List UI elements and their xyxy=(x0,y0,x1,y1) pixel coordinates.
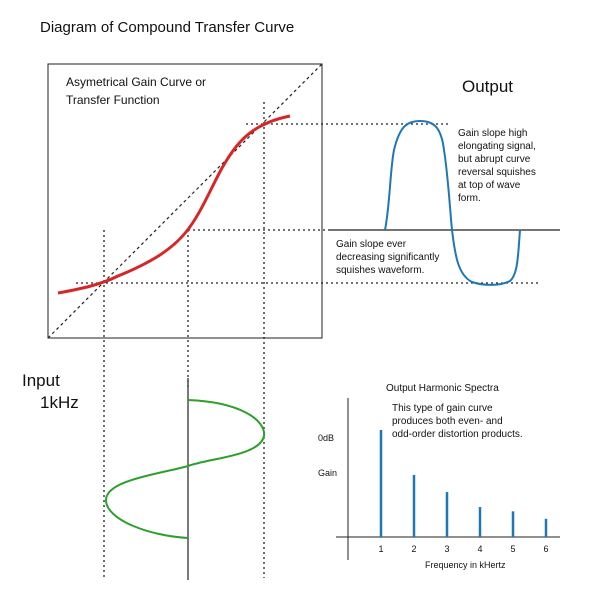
spectra-tick-labels: 1 2 3 4 5 6 xyxy=(378,544,548,554)
spectra-bars xyxy=(379,430,548,537)
spectra-y-label-gain: Gain xyxy=(318,468,337,478)
transfer-curve xyxy=(57,114,291,295)
spectra-tick-label-2: 2 xyxy=(411,544,416,554)
output-note-top-line-3: but abrupt curve xyxy=(458,154,531,165)
unity-gain-diagonal xyxy=(47,63,323,339)
spectra-tick-label-5: 5 xyxy=(510,544,515,554)
output-note-top-line-4: reversal squishes xyxy=(458,167,536,178)
spectra-tick-label-3: 3 xyxy=(444,544,449,554)
spectra-note-line-2: produces both even- and xyxy=(392,416,503,427)
spectra-y-label-0db: 0dB xyxy=(318,433,334,443)
output-note-mid-line-2: decreasing significantly xyxy=(336,252,439,263)
transfer-function-frame xyxy=(47,63,323,339)
output-label: Output xyxy=(462,77,513,96)
output-note-top-line-5: at top of wave xyxy=(458,180,521,191)
spectra-tick-label-4: 4 xyxy=(477,544,482,554)
gain-curve-label-line-2: Transfer Function xyxy=(66,93,160,107)
spectra-note-line-3: odd-order distortion products. xyxy=(392,429,523,440)
input-label-line-1: Input xyxy=(22,371,60,390)
guide-lines xyxy=(76,102,540,578)
input-label-line-2: 1kHz xyxy=(40,393,79,412)
input-sine-wave xyxy=(104,399,266,539)
output-waveform xyxy=(384,119,521,286)
output-note-mid-line-1: Gain slope ever xyxy=(336,239,407,250)
spectra-note-line-1: This type of gain curve xyxy=(392,403,493,414)
spectra-x-axis-label: Frequency in kHertz xyxy=(425,560,506,570)
output-note-mid-line-3: squishes waveform. xyxy=(336,265,424,276)
spectra-tick-label-6: 6 xyxy=(543,544,548,554)
diagram-title: Diagram of Compound Transfer Curve xyxy=(40,19,294,36)
gain-curve-label-line-1: Asymetrical Gain Curve or xyxy=(66,75,206,89)
output-note-top-line-6: form. xyxy=(458,193,481,204)
spectra-title: Output Harmonic Spectra xyxy=(386,383,499,394)
spectra-tick-label-1: 1 xyxy=(378,544,383,554)
output-note-top-line-1: Gain slope high xyxy=(458,128,528,139)
output-note-top-line-2: elongating signal, xyxy=(458,141,536,152)
